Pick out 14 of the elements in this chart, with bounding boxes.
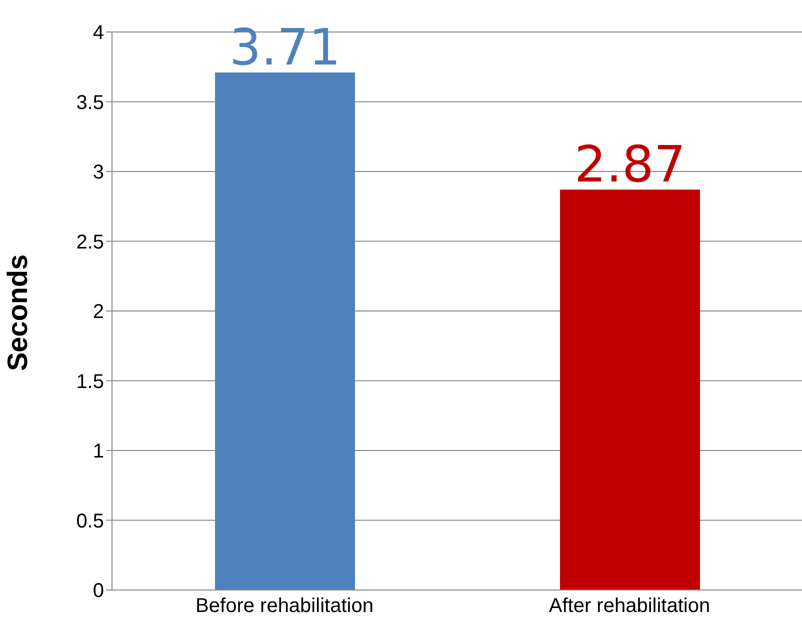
x-tick-label: Before rehabilitation xyxy=(196,595,374,618)
y-tick-label: 2.5 xyxy=(76,231,104,254)
y-tick-label: 1.5 xyxy=(76,370,104,393)
data-label: 3.71 xyxy=(229,18,341,76)
x-tick-label: After rehabilitation xyxy=(548,595,710,618)
y-tick-label: 0.5 xyxy=(76,510,104,532)
y-axis-title: Seconds xyxy=(2,254,33,371)
y-tick-label: 0 xyxy=(92,580,104,602)
data-label: 2.87 xyxy=(574,136,686,194)
y-tick-label: 1 xyxy=(92,440,104,463)
y-tick-label: 3 xyxy=(92,162,104,184)
y-tick-label: 4 xyxy=(92,22,104,44)
y-tick-label: 2 xyxy=(92,301,104,324)
y-tick-label: 3.5 xyxy=(76,92,104,114)
